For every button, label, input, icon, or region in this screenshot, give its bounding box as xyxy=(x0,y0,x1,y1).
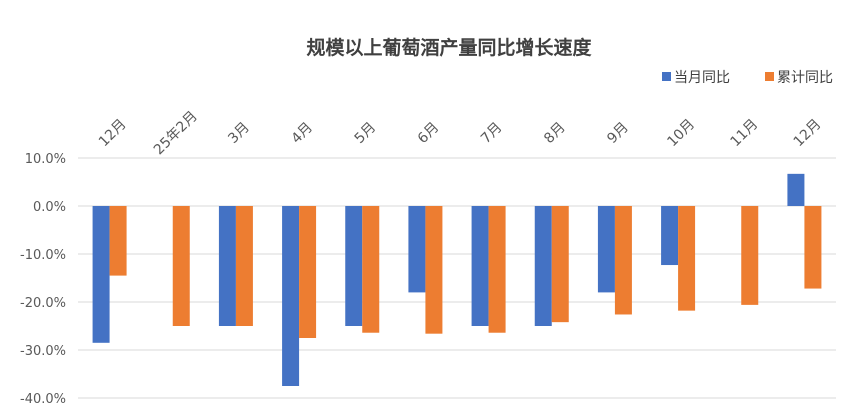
x-tick-label: 10月 xyxy=(664,116,698,150)
x-tick-label: 12月 xyxy=(96,116,130,150)
bar-cumulative xyxy=(425,206,443,334)
y-tick-label: -10.0% xyxy=(20,248,66,263)
chart-title: 规模以上葡萄酒产量同比增长速度 xyxy=(306,36,592,59)
y-tick-label: 0.0% xyxy=(33,200,66,215)
bar-monthly xyxy=(471,206,489,326)
bar-cumulative xyxy=(678,206,696,311)
x-tick-label: 8月 xyxy=(541,119,569,147)
bar-cumulative xyxy=(299,206,317,338)
bar-cumulative xyxy=(488,206,506,333)
bar-cumulative xyxy=(741,206,759,305)
legend-swatch-cumulative xyxy=(765,72,774,81)
x-tick-label: 5月 xyxy=(352,119,380,147)
y-tick-label: -20.0% xyxy=(20,296,66,311)
bar-monthly xyxy=(345,206,363,326)
x-tick-label: 3月 xyxy=(225,119,253,147)
bar-monthly xyxy=(534,206,552,326)
x-tick-label: 7月 xyxy=(478,119,506,147)
bar-monthly xyxy=(597,206,615,293)
bar-cumulative xyxy=(235,206,253,326)
bar-monthly xyxy=(661,206,679,266)
bar-monthly xyxy=(92,206,110,343)
y-tick-label: 10.0% xyxy=(25,152,66,167)
bar-cumulative xyxy=(551,206,569,323)
legend: 当月同比 累计同比 xyxy=(662,70,833,86)
y-tick-label: -30.0% xyxy=(20,344,66,359)
bar-monthly xyxy=(787,173,805,206)
bar-cumulative xyxy=(172,206,190,326)
x-tick-label: 12月 xyxy=(791,116,825,150)
bar-cumulative xyxy=(614,206,632,315)
x-tick-label: 11月 xyxy=(728,116,762,150)
x-tick-label: 4月 xyxy=(288,119,316,147)
bar-cumulative xyxy=(109,206,127,276)
legend-label-monthly: 当月同比 xyxy=(674,70,730,86)
x-axis: 12月 25年2月 3月 4月 5月 6月 7月 8月 9月 10月 11月 12月 xyxy=(96,108,825,158)
bar-cumulative xyxy=(804,206,822,289)
x-tick-label: 9月 xyxy=(604,119,632,147)
gridlines xyxy=(78,157,836,399)
y-tick-label: -40.0% xyxy=(20,392,66,407)
x-tick-label: 6月 xyxy=(415,119,443,147)
y-axis: 10.0% 0.0% -10.0% -20.0% -30.0% -40.0% xyxy=(20,152,66,407)
x-tick-label: 25年2月 xyxy=(151,108,201,158)
legend-swatch-monthly xyxy=(662,72,671,81)
bar-monthly xyxy=(408,206,426,293)
bar-monthly xyxy=(218,206,236,326)
bar-cumulative xyxy=(362,206,380,333)
legend-label-cumulative: 累计同比 xyxy=(777,70,833,86)
bars xyxy=(92,173,822,386)
bar-monthly xyxy=(282,206,300,386)
